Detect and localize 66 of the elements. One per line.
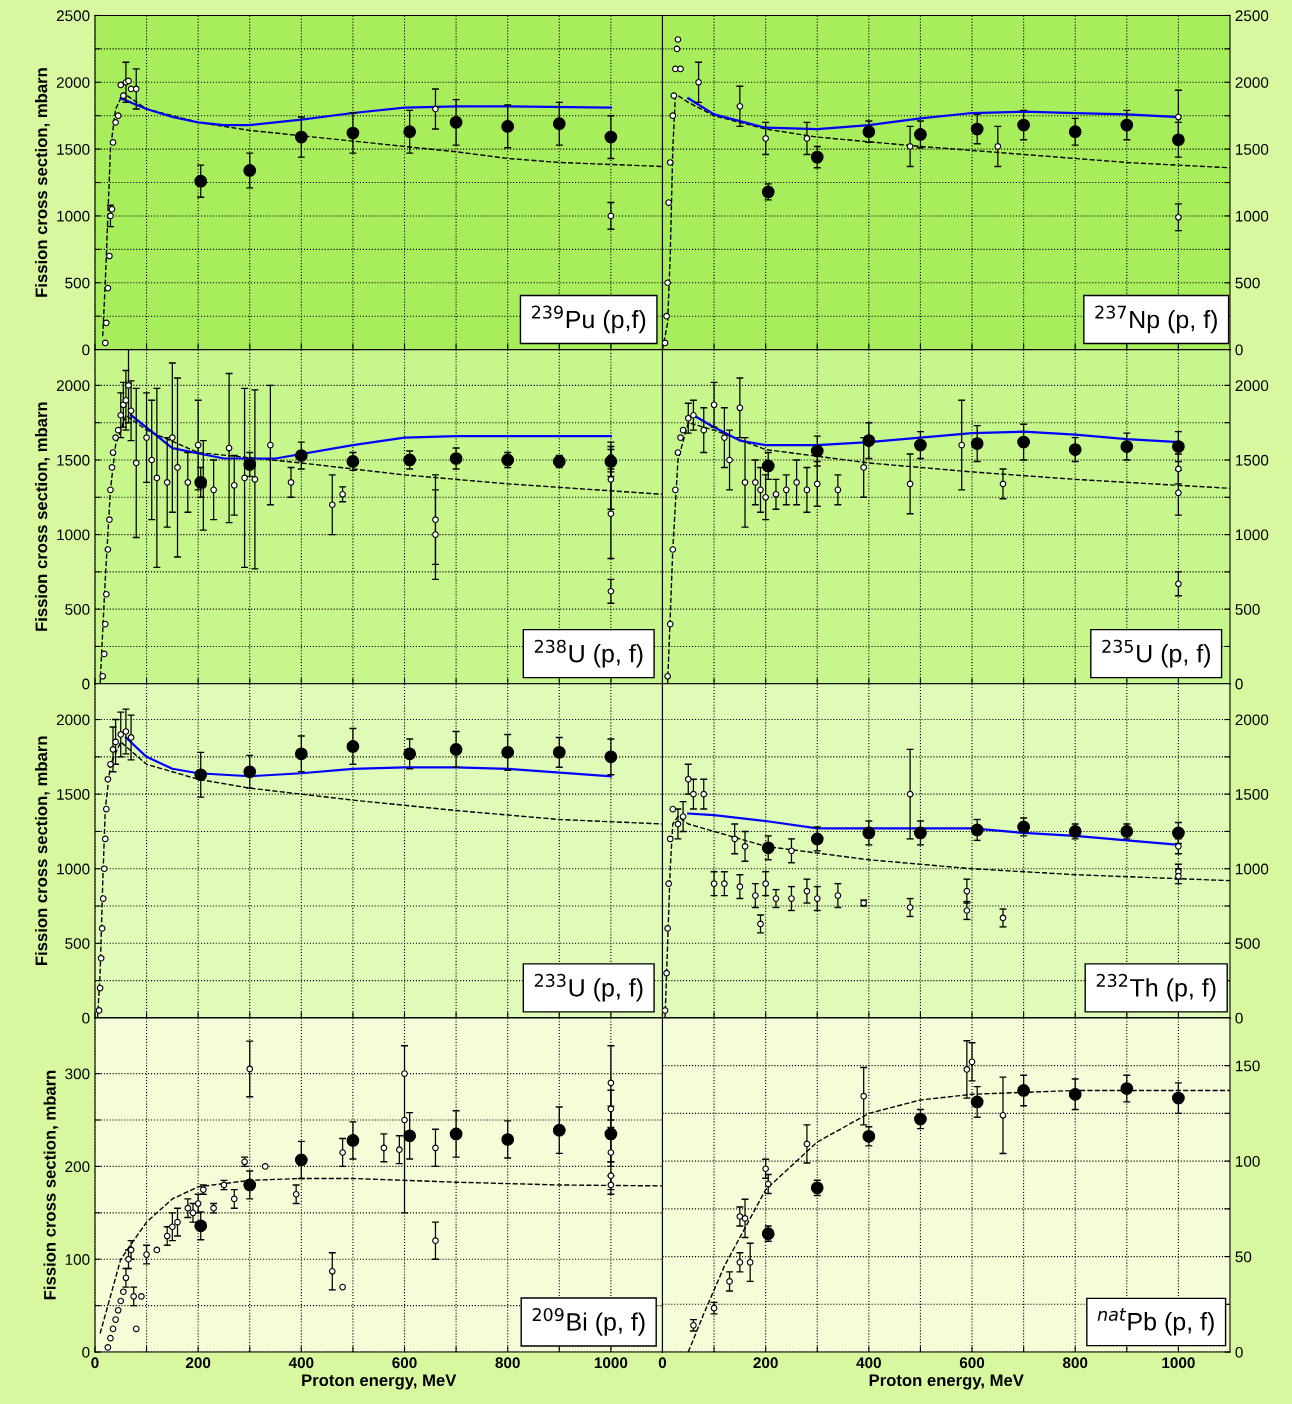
y-tick-label: 100 [65, 1254, 90, 1265]
y-tick-label: 0 [1235, 678, 1243, 690]
y-tick-label: 0 [1235, 344, 1243, 356]
y-tick-label: 0 [1235, 1012, 1243, 1024]
y-tick-label: 500 [1235, 938, 1260, 949]
x-tick-label: 600 [959, 1357, 985, 1369]
x-axis-title: Proton energy, MeV [869, 1374, 1024, 1390]
x-tick-label: 800 [495, 1357, 520, 1369]
y-tick-label: 1000 [1236, 529, 1269, 541]
y-tick-label: 2000 [56, 714, 90, 726]
annotation: $^{232}$Th (p, f) [1096, 973, 1216, 1002]
x-tick-label: 400 [856, 1357, 881, 1369]
annotation: $^{nat}$Pb (p, f) [1097, 1308, 1214, 1336]
y-tick-label: 1500 [1236, 454, 1269, 466]
y-tick-label: 1000 [1236, 863, 1269, 875]
annotation: $^{237}$Np (p, f) [1095, 305, 1217, 334]
y-tick-label: 500 [65, 277, 90, 289]
x-tick-label: 200 [753, 1357, 778, 1369]
y-axis-title: Fission cross section, mbarn [35, 736, 50, 966]
y-tick-label: 2500 [56, 10, 90, 22]
y-tick-label: 1500 [57, 789, 90, 800]
y-tick-label: 2000 [56, 380, 90, 392]
x-tick-label: 800 [1062, 1357, 1088, 1369]
y-tick-label: 150 [1236, 1060, 1260, 1072]
y-tick-label: 0 [82, 1346, 90, 1358]
y-tick-label: 0 [82, 678, 90, 690]
annotation: $^{235}$U (p, f) [1102, 639, 1210, 668]
y-tick-label: 1000 [57, 529, 90, 541]
y-axis-title: Fission cross section, mbarn [35, 402, 50, 631]
y-tick-label: 500 [65, 604, 90, 615]
y-tick-label: 0 [82, 344, 90, 356]
annotation: $^{209}$Bi (p, f) [532, 1307, 645, 1336]
x-tick-label: 0 [91, 1357, 99, 1369]
y-tick-label: 500 [1235, 277, 1260, 289]
y-tick-label: 300 [65, 1068, 90, 1080]
y-tick-label: 1500 [57, 143, 90, 155]
x-tick-label: 200 [185, 1357, 211, 1369]
y-tick-label: 500 [65, 938, 90, 949]
y-tick-label: 50 [1235, 1251, 1252, 1263]
y-tick-label: 0 [1235, 1346, 1243, 1358]
y-tick-label: 2000 [1235, 380, 1269, 392]
x-tick-label: 600 [392, 1357, 417, 1369]
x-tick-label: 400 [288, 1357, 314, 1369]
y-tick-label: 1000 [57, 863, 90, 875]
x-tick-label: 0 [658, 1357, 667, 1369]
y-tick-label: 200 [65, 1161, 90, 1173]
y-tick-label: 2000 [1235, 77, 1269, 88]
y-tick-label: 2000 [56, 77, 90, 88]
y-tick-label: 1500 [57, 454, 90, 466]
x-tick-label: 1000 [1162, 1357, 1195, 1369]
y-axis-title: Fission cross section, mbarn [43, 1070, 59, 1300]
annotation: $^{239}$Pu (p,f) [531, 305, 646, 334]
y-tick-label: 1500 [1236, 143, 1269, 155]
y-tick-label: 2500 [1235, 10, 1269, 22]
y-tick-label: 100 [1236, 1155, 1260, 1167]
y-tick-label: 1000 [57, 210, 90, 222]
x-axis-title: Proton energy, MeV [302, 1374, 457, 1390]
y-tick-label: 2000 [1235, 714, 1269, 726]
y-tick-label: 500 [1235, 604, 1260, 615]
annotation: $^{233}$U (p, f) [534, 973, 643, 1002]
x-tick-label: 1000 [594, 1357, 628, 1369]
y-axis-title: Fission cross section, mbarn [35, 68, 50, 297]
annotation: $^{238}$U (p, f) [534, 639, 643, 668]
y-tick-label: 1000 [1236, 210, 1269, 222]
y-tick-label: 0 [82, 1012, 90, 1024]
y-tick-label: 1500 [1236, 789, 1269, 800]
